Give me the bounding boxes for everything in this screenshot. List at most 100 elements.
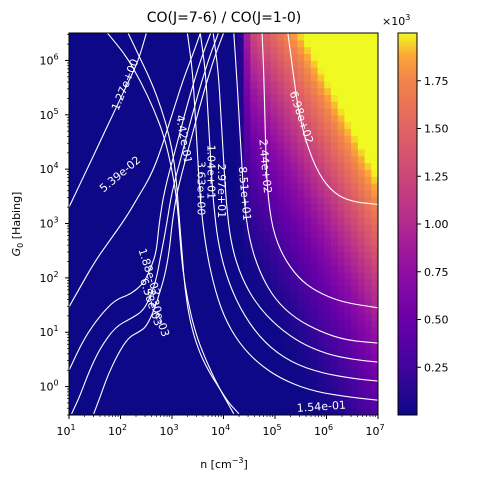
heatmap-cell bbox=[357, 73, 366, 82]
heatmap-cell bbox=[82, 251, 90, 259]
heatmap-cell bbox=[364, 278, 372, 286]
heatmap-cell bbox=[277, 189, 285, 198]
heatmap-cell bbox=[176, 210, 184, 218]
heatmap-cell bbox=[136, 210, 144, 218]
heatmap-cell bbox=[344, 224, 352, 232]
heatmap-cell bbox=[364, 155, 372, 164]
heatmap-cell bbox=[337, 128, 346, 136]
heatmap-cell bbox=[95, 148, 104, 157]
heatmap-cell bbox=[337, 401, 346, 409]
heatmap-cell bbox=[149, 33, 157, 41]
heatmap-cell bbox=[337, 367, 346, 375]
heatmap-cell bbox=[230, 53, 238, 61]
heatmap-cell bbox=[364, 237, 372, 246]
heatmap-cell bbox=[69, 94, 77, 102]
heatmap-cell bbox=[371, 155, 378, 164]
heatmap-cell bbox=[277, 278, 285, 286]
heatmap-cell bbox=[230, 183, 238, 191]
heatmap-cell bbox=[270, 326, 278, 334]
heatmap-cell bbox=[310, 244, 319, 252]
heatmap-cell bbox=[183, 108, 191, 116]
heatmap-cell bbox=[136, 230, 144, 239]
heatmap-cell bbox=[283, 299, 292, 307]
heatmap-cell bbox=[263, 387, 272, 396]
heatmap-cell bbox=[102, 237, 110, 246]
heatmap-cell bbox=[75, 176, 84, 184]
heatmap-cell bbox=[210, 333, 218, 341]
heatmap-cell bbox=[250, 299, 258, 307]
heatmap-cell bbox=[95, 224, 104, 232]
heatmap-cell bbox=[156, 94, 164, 102]
heatmap-cell bbox=[290, 162, 298, 171]
contour-label: 2.44e+02 bbox=[256, 139, 274, 194]
heatmap-cell bbox=[109, 67, 117, 75]
heatmap-cell bbox=[69, 339, 77, 348]
heatmap-cell bbox=[196, 333, 204, 341]
heatmap-cell bbox=[122, 271, 131, 280]
heatmap-cell bbox=[364, 169, 372, 177]
heatmap-cell bbox=[210, 271, 218, 280]
heatmap-cell bbox=[310, 339, 319, 348]
heatmap-cell bbox=[243, 346, 251, 355]
heatmap-cell bbox=[236, 367, 245, 375]
heatmap-cell bbox=[283, 101, 292, 109]
heatmap-cell bbox=[210, 217, 218, 225]
heatmap-cell bbox=[277, 408, 285, 415]
heatmap-cell bbox=[95, 237, 104, 246]
heatmap-cell bbox=[95, 333, 104, 341]
heatmap-cell bbox=[95, 401, 104, 409]
heatmap-cell bbox=[263, 67, 272, 75]
heatmap-cell bbox=[116, 292, 124, 300]
heatmap-cell bbox=[189, 176, 198, 184]
heatmap-cell bbox=[89, 142, 97, 150]
heatmap-cell bbox=[109, 33, 117, 41]
heatmap-cell bbox=[142, 183, 151, 191]
heatmap-cell bbox=[102, 203, 110, 211]
heatmap-cell bbox=[317, 408, 325, 415]
heatmap-cell bbox=[216, 285, 225, 293]
heatmap-cell bbox=[156, 46, 164, 55]
heatmap-cell bbox=[263, 101, 272, 109]
heatmap-cell bbox=[156, 73, 164, 82]
heatmap-cell bbox=[351, 333, 359, 341]
heatmap-cell bbox=[95, 326, 104, 334]
heatmap-cell bbox=[203, 312, 211, 321]
heatmap-cell bbox=[129, 210, 137, 218]
heatmap-cell bbox=[223, 408, 231, 415]
heatmap-cell bbox=[169, 360, 178, 368]
heatmap-cell bbox=[324, 251, 332, 259]
heatmap-cell bbox=[283, 142, 292, 150]
heatmap-cell bbox=[257, 155, 265, 164]
heatmap-cell bbox=[317, 203, 325, 211]
heatmap-cell bbox=[344, 210, 352, 218]
heatmap-cell bbox=[196, 94, 204, 102]
heatmap-cell bbox=[310, 176, 319, 184]
heatmap-cell bbox=[290, 305, 298, 314]
heatmap-cell bbox=[196, 39, 204, 48]
heatmap-cell bbox=[89, 374, 97, 382]
heatmap-cell bbox=[283, 46, 292, 55]
heatmap-cell bbox=[102, 148, 110, 157]
heatmap-cell bbox=[196, 162, 204, 171]
heatmap-cell bbox=[210, 292, 218, 300]
heatmap-cell bbox=[364, 346, 372, 355]
heatmap-cell bbox=[324, 367, 332, 375]
heatmap-cell bbox=[364, 217, 372, 225]
heatmap-cell bbox=[330, 401, 339, 409]
heatmap-cell bbox=[95, 305, 104, 314]
heatmap-cell bbox=[102, 169, 110, 177]
heatmap-cell bbox=[203, 319, 211, 327]
heatmap-cell bbox=[317, 380, 325, 389]
heatmap-cell bbox=[371, 360, 378, 368]
heatmap-cell bbox=[324, 135, 332, 143]
heatmap-cell bbox=[183, 121, 191, 130]
heatmap-cell bbox=[196, 374, 204, 382]
heatmap-cell bbox=[203, 230, 211, 239]
heatmap-cell bbox=[344, 101, 352, 109]
heatmap-cell bbox=[75, 333, 84, 341]
heatmap-cell bbox=[324, 326, 332, 334]
heatmap-cell bbox=[75, 67, 84, 75]
heatmap-cell bbox=[304, 176, 312, 184]
heatmap-cell bbox=[344, 135, 352, 143]
heatmap-cell bbox=[351, 299, 359, 307]
